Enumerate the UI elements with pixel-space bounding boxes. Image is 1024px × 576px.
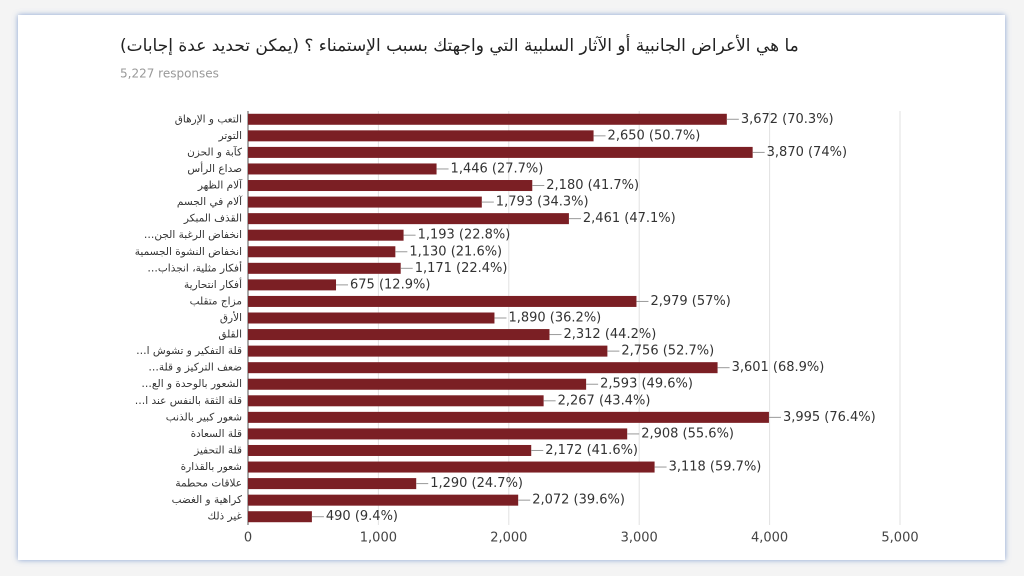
chart-title: ما هي الأعراض الجانبية أو الآثار السلبية… — [120, 34, 799, 56]
bar — [248, 163, 437, 175]
value-label: 1,130 (21.6%) — [409, 244, 502, 259]
y-tick-label: قلة السعادة — [191, 428, 242, 440]
response-count: 5,227 responses — [120, 67, 219, 81]
bar — [248, 180, 533, 192]
y-tick-label: القلق — [218, 329, 242, 341]
bar — [248, 428, 628, 440]
y-tick-label: التوتر — [218, 130, 242, 142]
value-label: 2,180 (41.7%) — [546, 178, 639, 193]
x-tick-label: 4,000 — [751, 531, 788, 546]
bar — [248, 229, 404, 241]
y-tick-label: شعور بالقذارة — [181, 461, 242, 473]
bar — [248, 395, 544, 407]
x-tick-label: 3,000 — [621, 531, 658, 546]
bar — [248, 329, 550, 341]
value-label: 675 (12.9%) — [350, 277, 430, 292]
x-tick-label: 0 — [244, 531, 252, 546]
x-tick-label: 1,000 — [360, 531, 397, 546]
bar — [248, 130, 594, 142]
y-tick-label: انخفاض النشوة الجسمية — [135, 246, 242, 258]
bar — [248, 461, 655, 473]
value-label: 3,870 (74%) — [767, 145, 847, 160]
bar — [248, 312, 495, 324]
y-tick-label: أفكار مثلية، انجذاب… — [147, 260, 242, 274]
value-label: 2,979 (57%) — [650, 294, 730, 309]
bar — [248, 444, 532, 456]
y-tick-label: مزاج متقلب — [190, 295, 242, 307]
y-tick-label: علاقات محطمة — [175, 478, 242, 490]
bar — [248, 295, 637, 307]
bar — [248, 511, 312, 523]
value-label: 1,193 (22.8%) — [418, 228, 511, 243]
bar — [248, 378, 587, 390]
y-tick-label: غير ذلك — [207, 511, 242, 523]
value-label: 1,793 (34.3%) — [496, 195, 589, 210]
bar — [248, 146, 753, 158]
value-label: 2,650 (50.7%) — [608, 128, 701, 143]
y-tick-label: أفكار انتحارية — [184, 277, 242, 291]
bar — [248, 196, 482, 208]
value-label: 1,446 (27.7%) — [451, 161, 544, 176]
y-tick-label: قلة التفكير و تشوش ا… — [136, 345, 242, 357]
value-label: 2,172 (41.6%) — [545, 443, 638, 458]
bar — [248, 113, 727, 125]
y-tick-label: صداع الرأس — [187, 161, 242, 175]
value-label: 2,072 (39.6%) — [532, 493, 625, 508]
value-label: 3,995 (76.4%) — [783, 410, 876, 425]
y-tick-label: آلام الظهر — [197, 179, 243, 192]
value-label: 2,312 (44.2%) — [563, 327, 656, 342]
y-tick-label: القذف المبكر — [183, 213, 242, 225]
y-tick-label: آلام في الجسم — [177, 195, 243, 208]
bar — [248, 246, 396, 258]
value-label: 3,118 (59.7%) — [669, 460, 762, 475]
y-tick-label: قلة الثقة بالنفس عند ا… — [135, 395, 242, 407]
y-tick-label: كآبة و الحزن — [187, 145, 242, 158]
x-tick-label: 5,000 — [881, 531, 918, 546]
bar — [248, 362, 718, 374]
value-label: 2,461 (47.1%) — [583, 211, 676, 226]
bar — [248, 279, 337, 291]
value-label: 2,267 (43.4%) — [558, 393, 651, 408]
bar — [248, 262, 401, 274]
x-tick-label: 2,000 — [490, 531, 527, 546]
value-label: 2,593 (49.6%) — [600, 377, 693, 392]
y-tick-label: الشعور بالوحدة و الع… — [141, 378, 242, 390]
y-tick-label: الأرق — [220, 311, 242, 324]
value-label: 1,171 (22.4%) — [415, 261, 508, 276]
value-label: 3,672 (70.3%) — [741, 112, 834, 127]
y-tick-label: كراهية و الغضب — [172, 494, 242, 506]
value-label: 2,756 (52.7%) — [621, 344, 714, 359]
y-tick-label: التعب و الإرهاق — [175, 113, 242, 125]
y-tick-label: ضعف التركيز و قلة… — [148, 362, 242, 374]
value-label: 490 (9.4%) — [326, 509, 398, 524]
value-label: 2,908 (55.6%) — [641, 426, 734, 441]
y-tick-label: شعور كبير بالذنب — [166, 411, 242, 423]
y-tick-label: قلة التحفيز — [193, 444, 242, 456]
bar — [248, 345, 608, 357]
y-tick-label: انخفاض الرغبة الجن… — [144, 229, 242, 241]
value-label: 1,890 (36.2%) — [508, 311, 601, 326]
value-label: 3,601 (68.9%) — [732, 360, 825, 375]
bar — [248, 478, 417, 490]
value-label: 1,290 (24.7%) — [430, 476, 523, 491]
bar — [248, 411, 769, 423]
bar — [248, 213, 569, 225]
bar — [248, 494, 519, 506]
